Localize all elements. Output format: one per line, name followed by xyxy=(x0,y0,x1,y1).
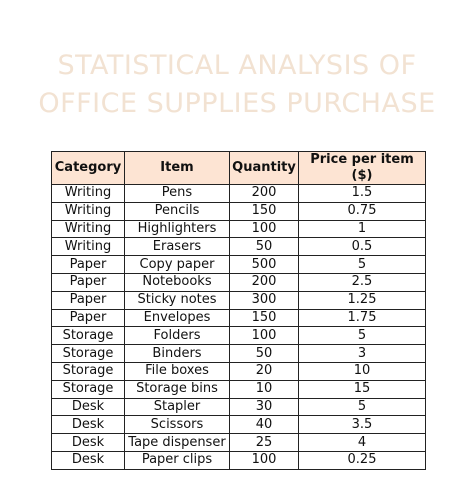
table-cell: 100 xyxy=(229,326,299,346)
table-cell: 4 xyxy=(298,433,426,452)
table-cell: 20 xyxy=(229,361,299,381)
table-row: Storage Binders 50 3 xyxy=(51,344,426,363)
table-cell: Envelopes xyxy=(124,308,230,328)
table: Category Item Quantity Price per item ($) Wr… xyxy=(51,151,426,470)
table-cell: 0.5 xyxy=(298,237,426,257)
header-row: Category Item Quantity Price per item ($) xyxy=(51,151,426,185)
table-row: Paper Copy paper 500 5 xyxy=(51,255,426,274)
table-row: Paper Notebooks 200 2.5 xyxy=(51,272,426,292)
table-cell: 25 xyxy=(229,433,299,452)
table-row: Desk Tape dispenser 25 4 xyxy=(51,433,426,452)
table-row: Writing Erasers 50 0.5 xyxy=(51,237,426,257)
table-row: Storage Folders 100 5 xyxy=(51,326,426,346)
table-cell: Storage xyxy=(51,361,125,381)
table-cell: Stapler xyxy=(124,397,230,417)
title-line: OFFICE SUPPLIES PURCHASE xyxy=(38,88,436,119)
table-cell: 10 xyxy=(298,361,426,381)
table-row: Paper Envelopes 150 1.75 xyxy=(51,308,426,328)
table-row: Writing Pens 200 1.5 xyxy=(51,184,426,203)
table-row: Writing Highlighters 100 1 xyxy=(51,219,426,239)
table-cell: 50 xyxy=(229,344,299,363)
table-cell: 500 xyxy=(229,255,299,274)
table-cell: Writing xyxy=(51,237,125,257)
table-cell: Desk xyxy=(51,433,125,452)
table-cell: Highlighters xyxy=(124,219,230,239)
table-row: Storage File boxes 20 10 xyxy=(51,361,426,381)
table-cell: 300 xyxy=(229,290,299,310)
table-cell: 150 xyxy=(229,308,299,328)
column-header: Quantity xyxy=(229,151,299,185)
table-cell: Paper xyxy=(51,272,125,292)
column-header: Price per item ($) xyxy=(298,151,426,185)
table-cell: 200 xyxy=(229,184,299,203)
column-header: Item xyxy=(124,151,230,185)
table-cell: Binders xyxy=(124,344,230,363)
table-cell: 50 xyxy=(229,237,299,257)
table-cell: Sticky notes xyxy=(124,290,230,310)
table-cell: Storage xyxy=(51,326,125,346)
table-cell: 3.5 xyxy=(298,415,426,435)
table-cell: Writing xyxy=(51,219,125,239)
table-cell: Storage bins xyxy=(124,379,230,399)
table-row: Storage Storage bins 10 15 xyxy=(51,379,426,399)
table-cell: Erasers xyxy=(124,237,230,257)
table-cell: 1.75 xyxy=(298,308,426,328)
table-cell: Pencils xyxy=(124,201,230,221)
table-cell: Paper clips xyxy=(124,450,230,470)
table-cell: Copy paper xyxy=(124,255,230,274)
table-cell: 2.5 xyxy=(298,272,426,292)
table-cell: Paper xyxy=(51,308,125,328)
table-cell: Folders xyxy=(124,326,230,346)
table-cell: 0.75 xyxy=(298,201,426,221)
table-cell: 40 xyxy=(229,415,299,435)
table-cell: Tape dispenser xyxy=(124,433,230,452)
table-cell: 5 xyxy=(298,255,426,274)
title-line: STATISTICAL ANALYSIS OF xyxy=(57,50,417,81)
table-cell: Paper xyxy=(51,255,125,274)
table-cell: Desk xyxy=(51,450,125,470)
table-cell: 1.25 xyxy=(298,290,426,310)
table-cell: 150 xyxy=(229,201,299,221)
table-cell: Scissors xyxy=(124,415,230,435)
table-cell: 5 xyxy=(298,397,426,417)
table-cell: File boxes xyxy=(124,361,230,381)
table-row: Paper Sticky notes 300 1.25 xyxy=(51,290,426,310)
column-header: Category xyxy=(51,151,125,185)
table-cell: Storage xyxy=(51,379,125,399)
table-row: Desk Paper clips 100 0.25 xyxy=(51,450,426,470)
table-cell: 0.25 xyxy=(298,450,426,470)
table-cell: 1.5 xyxy=(298,184,426,203)
table-cell: 3 xyxy=(298,344,426,363)
table-cell: Storage xyxy=(51,344,125,363)
table-cell: 1 xyxy=(298,219,426,239)
table-cell: 5 xyxy=(298,326,426,346)
table-cell: Paper xyxy=(51,290,125,310)
table-cell: 100 xyxy=(229,219,299,239)
table-row: Desk Stapler 30 5 xyxy=(51,397,426,417)
table-cell: Desk xyxy=(51,397,125,417)
table-cell: 100 xyxy=(229,450,299,470)
table-cell: 200 xyxy=(229,272,299,292)
table-cell: Notebooks xyxy=(124,272,230,292)
table-cell: Desk xyxy=(51,415,125,435)
table-cell: 15 xyxy=(298,379,426,399)
table-cell: Pens xyxy=(124,184,230,203)
table-cell: Writing xyxy=(51,201,125,221)
table-cell: 10 xyxy=(229,379,299,399)
table-cell: Writing xyxy=(51,184,125,203)
table-row: Writing Pencils 150 0.75 xyxy=(51,201,426,221)
table-cell: 30 xyxy=(229,397,299,417)
table-body: Writing Pens 200 1.5 Writing Pencils 150 0.75 Wr… xyxy=(51,184,426,470)
table-row: Desk Scissors 40 3.5 xyxy=(51,415,426,435)
